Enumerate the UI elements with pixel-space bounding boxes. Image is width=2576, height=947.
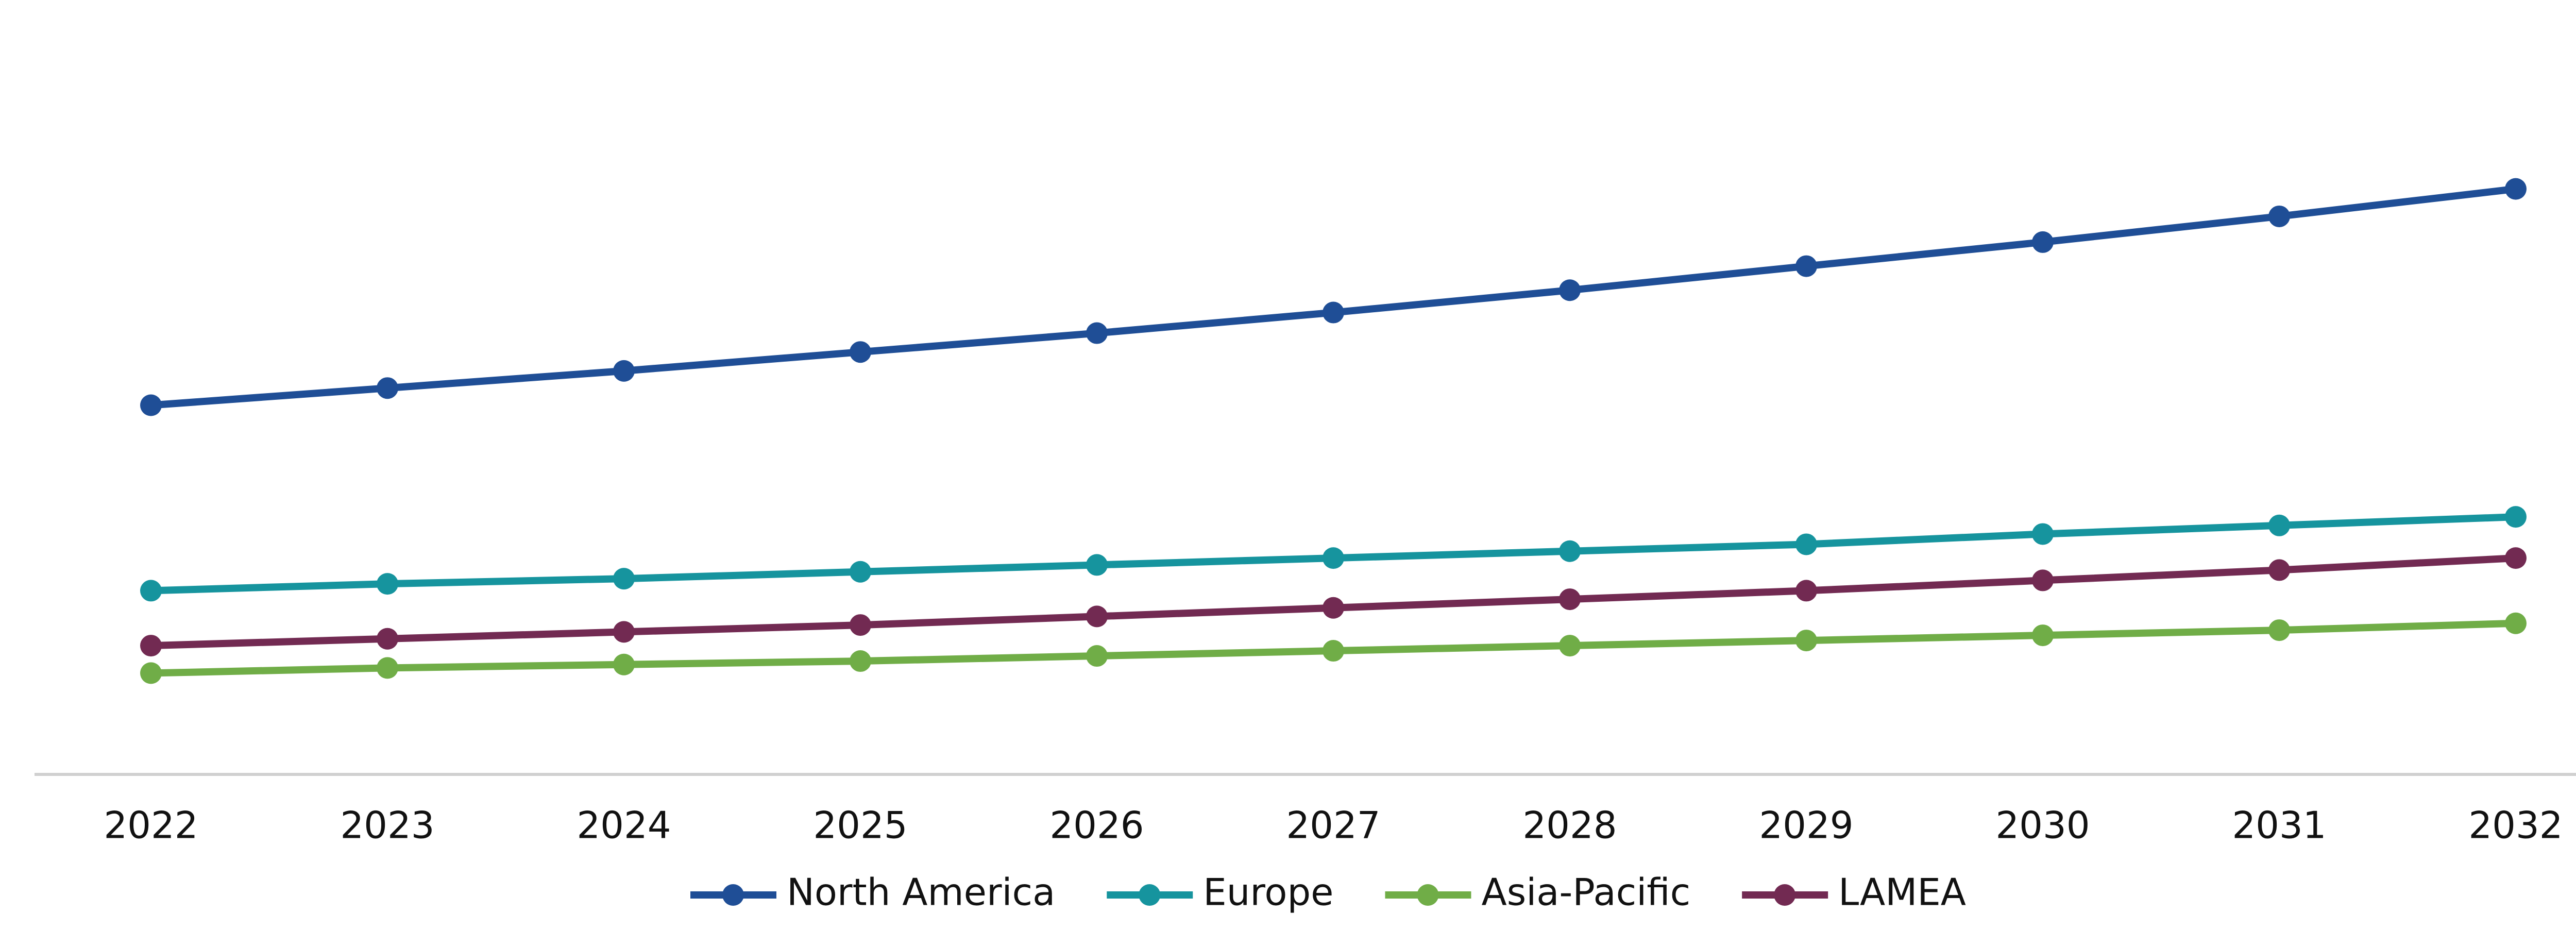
data-point bbox=[2268, 514, 2290, 536]
data-point bbox=[1323, 547, 1344, 569]
data-point bbox=[850, 561, 871, 583]
data-point bbox=[850, 650, 871, 672]
data-point bbox=[850, 341, 871, 363]
legend-marker bbox=[1774, 884, 1796, 906]
data-point bbox=[2505, 547, 2527, 569]
data-point bbox=[1559, 588, 1581, 611]
x-tick-label: 2031 bbox=[2232, 804, 2326, 847]
data-point bbox=[613, 653, 635, 675]
data-point bbox=[377, 628, 398, 650]
data-point bbox=[140, 580, 162, 602]
data-point bbox=[2032, 624, 2054, 647]
data-point bbox=[1795, 255, 1817, 277]
x-tick-label: 2027 bbox=[1286, 804, 1380, 847]
data-point bbox=[2505, 612, 2527, 634]
data-point bbox=[2268, 205, 2290, 227]
x-tick-label: 2032 bbox=[2468, 804, 2563, 847]
data-point bbox=[2032, 523, 2054, 545]
data-point bbox=[613, 621, 635, 643]
data-point bbox=[140, 635, 162, 657]
data-point bbox=[377, 377, 398, 399]
x-tick-label: 2030 bbox=[1995, 804, 2090, 847]
x-tick-label: 2022 bbox=[104, 804, 198, 847]
data-point bbox=[2505, 506, 2527, 528]
data-point bbox=[1795, 533, 1817, 555]
data-point bbox=[377, 573, 398, 595]
legend-marker bbox=[1139, 884, 1161, 906]
data-point bbox=[2268, 619, 2290, 641]
legend-label: North America bbox=[787, 871, 1055, 914]
data-point bbox=[1559, 635, 1581, 657]
data-point bbox=[1323, 640, 1344, 662]
data-point bbox=[1795, 630, 1817, 652]
data-point bbox=[1559, 540, 1581, 562]
data-point bbox=[1086, 322, 1108, 344]
data-point bbox=[850, 614, 871, 636]
x-tick-label: 2029 bbox=[1759, 804, 1853, 847]
legend-marker bbox=[722, 884, 744, 906]
data-point bbox=[140, 662, 162, 684]
legend-label: LAMEA bbox=[1838, 871, 1966, 914]
x-tick-label: 2028 bbox=[1522, 804, 1617, 847]
data-point bbox=[2032, 231, 2054, 253]
legend-label: Europe bbox=[1203, 871, 1333, 914]
legend-marker bbox=[1417, 884, 1439, 906]
data-point bbox=[140, 394, 162, 416]
data-point bbox=[1795, 580, 1817, 602]
data-point bbox=[1323, 597, 1344, 619]
data-point bbox=[1086, 645, 1108, 667]
series-line bbox=[150, 185, 2516, 409]
data-point bbox=[2032, 569, 2054, 591]
data-point bbox=[1323, 301, 1344, 324]
data-point bbox=[1086, 554, 1108, 576]
data-point bbox=[613, 568, 635, 590]
x-tick-label: 2024 bbox=[577, 804, 671, 847]
x-tick-label: 2025 bbox=[813, 804, 907, 847]
data-point bbox=[2268, 559, 2290, 581]
data-point bbox=[377, 657, 398, 679]
legend-label: Asia-Pacific bbox=[1481, 871, 1690, 914]
data-point bbox=[1086, 605, 1108, 628]
x-tick-label: 2026 bbox=[1049, 804, 1144, 847]
data-point bbox=[2505, 178, 2527, 200]
data-point bbox=[613, 360, 635, 382]
x-tick-label: 2023 bbox=[340, 804, 434, 847]
data-point bbox=[1559, 279, 1581, 301]
